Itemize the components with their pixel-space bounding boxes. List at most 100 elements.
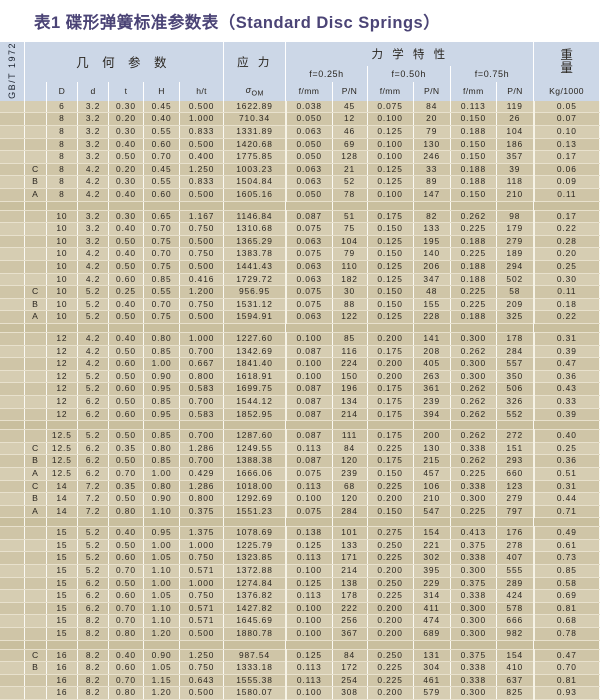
row-left-margin: [0, 112, 25, 127]
group-separator-cell: [450, 201, 497, 211]
cell-t: 0.50: [108, 310, 145, 324]
cell-d: 8.2: [77, 627, 109, 641]
cell-P3: 58: [496, 285, 535, 299]
cell-P2: 48: [413, 285, 451, 299]
cell-P3: 176: [496, 526, 535, 540]
cell-P3: 279: [496, 492, 535, 506]
cell-D: 12: [46, 382, 79, 396]
cell-t: 0.30: [108, 125, 145, 139]
table-row: 8 3.2 0.50 0.70 0.400 1775.85 0.050 128 0.100 246…: [0, 150, 600, 164]
cell-D: 12.5: [46, 467, 79, 481]
cell-f2: 0.150: [367, 298, 414, 312]
cell-f2: 0.100: [367, 188, 414, 202]
cell-kg: 0.78: [532, 627, 600, 641]
cell-sigma: 1287.60: [223, 429, 287, 443]
table-row: 12 5.2 0.50 0.90 0.800 1618.91 0.100 150 0.200 26…: [0, 370, 600, 384]
group-separator-cell: [367, 201, 414, 211]
cell-ht: 0.375: [179, 505, 225, 519]
cell-f2: 0.100: [367, 138, 414, 152]
group-separator-cell: [367, 640, 414, 650]
cell-f3: 0.375: [450, 649, 497, 663]
cell-f1: 0.100: [284, 602, 333, 616]
cell-kg: 0.11: [532, 285, 600, 299]
cell-f2: 0.200: [367, 602, 414, 616]
cell-P3: 424: [496, 589, 535, 603]
group-separator-cell: [0, 640, 25, 650]
cell-D: 8: [46, 150, 79, 164]
cell-cls: C: [24, 480, 47, 494]
cell-cls: [24, 395, 47, 409]
disc-spring-table-wrapper: GB/T 1972 几 何 参 数 应 力 力 学 特 性 重 量 f=0.25…: [0, 42, 600, 700]
cell-d: 8.2: [77, 686, 109, 700]
cell-f2: 0.125: [367, 175, 414, 190]
cell-f3: 0.338: [450, 589, 497, 603]
cell-P1: 172: [332, 661, 368, 675]
cell-f1: 0.075: [284, 505, 333, 519]
row-left-margin: [0, 564, 25, 578]
cell-H: 0.80: [143, 442, 181, 456]
cell-ht: 1.286: [179, 442, 225, 456]
cell-D: 6: [46, 100, 79, 114]
cell-P2: 130: [413, 138, 451, 152]
header-col-h-over-t: h/t: [179, 81, 225, 101]
cell-H: 0.80: [143, 480, 181, 494]
cell-f1: 0.087: [284, 395, 333, 409]
cell-H: 0.70: [143, 150, 181, 164]
cell-H: 0.75: [143, 235, 181, 249]
cell-f3: 0.300: [450, 332, 497, 346]
table-row: A 14 7.2 0.80 1.10 0.375 1551.23 0.075 284 0.150 5…: [0, 505, 600, 519]
group-separator-cell: [143, 201, 181, 211]
cell-sigma: 1551.23: [223, 505, 287, 519]
cell-sigma: 1775.85: [223, 150, 287, 164]
cell-kg: 0.71: [532, 505, 600, 519]
cell-d: 8.2: [77, 614, 109, 629]
cell-D: 8: [46, 138, 79, 152]
cell-cls: [24, 429, 47, 443]
cell-P3: 123: [496, 480, 535, 494]
table-row: 8 3.2 0.20 0.40 1.000 710.34 0.050 12 0.100 20 0.1…: [0, 112, 600, 127]
cell-D: 16: [46, 649, 79, 663]
cell-f2: 0.175: [367, 395, 414, 409]
cell-f3: 0.262: [450, 454, 497, 468]
row-left-margin: [0, 649, 25, 663]
row-left-margin: [0, 188, 25, 202]
cell-kg: 0.10: [532, 125, 600, 139]
table-row: 12 4.2 0.60 1.00 0.667 1841.40 0.100 224 0.200 40…: [0, 357, 600, 371]
group-separator-cell: [108, 420, 145, 431]
cell-H: 0.75: [143, 260, 181, 274]
cell-t: 0.40: [108, 222, 145, 236]
cell-kg: 0.47: [532, 649, 600, 663]
cell-cls: [24, 577, 47, 591]
cell-D: 10: [46, 235, 79, 249]
cell-t: 0.40: [108, 188, 145, 202]
cell-t: 0.80: [108, 627, 145, 641]
cell-sigma: 1388.38: [223, 454, 287, 468]
cell-f1: 0.113: [284, 674, 333, 688]
group-separator-cell: [143, 323, 181, 333]
cell-sigma: 1372.88: [223, 564, 287, 578]
cell-P1: 182: [332, 273, 368, 287]
cell-P3: 350: [496, 370, 535, 384]
cell-P1: 84: [332, 442, 368, 456]
cell-H: 1.15: [143, 674, 181, 688]
sigma-subscript: OM: [251, 89, 264, 98]
header-deflection-050h: f=0.50h: [367, 66, 451, 82]
cell-D: 10: [46, 260, 79, 274]
group-separator-cell: [332, 640, 368, 650]
header-col-weight: Kg/1000: [533, 81, 600, 101]
cell-ht: 1.000: [179, 332, 225, 346]
cell-sigma: 1003.23: [223, 163, 287, 177]
cell-sigma: 1365.29: [223, 235, 287, 249]
cell-ht: 0.700: [179, 454, 225, 468]
group-separator-cell: [223, 517, 287, 528]
cell-D: 12: [46, 332, 79, 346]
cell-D: 15: [46, 614, 79, 629]
cell-t: 0.50: [108, 539, 145, 553]
table-row: 15 5.2 0.50 1.00 1.000 1225.79 0.125 133 0.250 22…: [0, 539, 600, 553]
cell-ht: 0.583: [179, 408, 225, 422]
group-separator-cell: [24, 420, 47, 431]
cell-f2: 0.175: [367, 382, 414, 396]
cell-D: 15: [46, 627, 79, 641]
cell-cls: B: [24, 492, 47, 506]
cell-P2: 195: [413, 235, 451, 249]
